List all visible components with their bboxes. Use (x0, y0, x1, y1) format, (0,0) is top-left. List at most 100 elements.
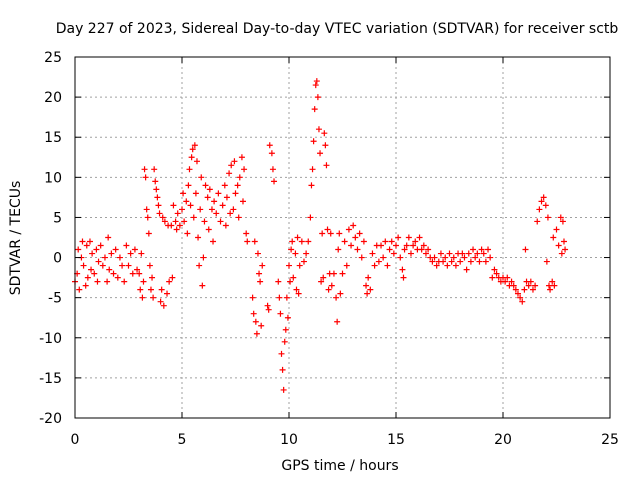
data-point (147, 286, 154, 293)
data-point (200, 254, 207, 261)
data-point (323, 162, 330, 169)
data-point (557, 214, 564, 221)
data-point (544, 214, 551, 221)
data-point (420, 242, 427, 249)
data-point (538, 198, 545, 205)
data-point (327, 230, 334, 237)
data-point (93, 246, 100, 253)
data-point (112, 246, 119, 253)
data-point (152, 178, 159, 185)
data-point (155, 202, 162, 209)
data-point (534, 218, 541, 225)
data-point (221, 182, 228, 189)
data-point (369, 250, 376, 257)
data-point (201, 218, 208, 225)
data-point (197, 206, 204, 213)
data-point (198, 174, 205, 181)
data-point (83, 242, 90, 249)
data-point (76, 286, 83, 293)
data-point (166, 278, 173, 285)
y-tick-labels: -20 -15 -10 -5 0 5 10 15 20 25 (39, 50, 62, 427)
data-point (86, 238, 93, 245)
data-point (305, 238, 312, 245)
data-point (184, 230, 191, 237)
data-point (190, 214, 197, 221)
data-point (474, 250, 481, 257)
data-point (243, 230, 250, 237)
data-point (465, 250, 472, 257)
data-point (289, 238, 296, 245)
data-point (358, 254, 365, 261)
data-point (105, 234, 112, 241)
data-point (202, 182, 209, 189)
data-point (169, 274, 176, 281)
data-point (418, 246, 425, 253)
data-point (250, 310, 257, 317)
data-point (558, 250, 565, 257)
data-point (288, 246, 295, 253)
data-point (388, 238, 395, 245)
y-tick-label: 25 (44, 50, 62, 66)
data-point (149, 274, 156, 281)
data-point (410, 242, 417, 249)
data-point (226, 170, 233, 177)
data-point (467, 258, 474, 265)
data-point (519, 298, 526, 305)
data-point (129, 270, 136, 277)
y-tick-label: -20 (39, 411, 62, 427)
data-point (195, 234, 202, 241)
data-point (395, 234, 402, 241)
data-point (309, 166, 316, 173)
data-point (321, 130, 328, 137)
data-point (364, 290, 371, 297)
data-point (292, 250, 299, 257)
data-point (311, 106, 318, 113)
data-point (457, 258, 464, 265)
data-point (431, 254, 438, 261)
data-point (164, 290, 171, 297)
data-point (510, 282, 517, 289)
data-point (227, 210, 234, 217)
data-point (502, 278, 509, 285)
data-point (156, 210, 163, 217)
data-point (281, 338, 288, 345)
data-point (319, 230, 326, 237)
data-point (521, 286, 528, 293)
data-point (244, 238, 251, 245)
plot-frame (74, 56, 611, 419)
data-points (72, 78, 569, 393)
x-tick-label: 0 (71, 432, 80, 448)
data-point (204, 194, 211, 201)
data-point (446, 250, 453, 257)
data-point (180, 190, 187, 197)
data-point (403, 242, 410, 249)
data-point (348, 242, 355, 249)
data-point (215, 190, 222, 197)
y-tick-label: 5 (53, 210, 62, 226)
data-point (543, 258, 550, 265)
data-point (131, 246, 138, 253)
data-point (266, 142, 273, 149)
data-point (322, 142, 329, 149)
data-point (527, 278, 534, 285)
data-point (280, 386, 287, 393)
data-point (110, 270, 117, 277)
data-point (264, 302, 271, 309)
data-point (143, 206, 150, 213)
data-point (174, 210, 181, 217)
data-point (217, 218, 224, 225)
data-point (284, 314, 291, 321)
data-point (106, 266, 113, 273)
data-point (416, 234, 423, 241)
data-point (121, 278, 128, 285)
data-point (339, 270, 346, 277)
data-point (422, 250, 429, 257)
y-tick-label: -15 (39, 371, 62, 387)
data-point (470, 246, 477, 253)
data-point (208, 206, 215, 213)
data-point (189, 146, 196, 153)
data-point (116, 254, 123, 261)
data-point (393, 242, 399, 249)
data-point (142, 174, 149, 181)
data-point (279, 366, 286, 373)
